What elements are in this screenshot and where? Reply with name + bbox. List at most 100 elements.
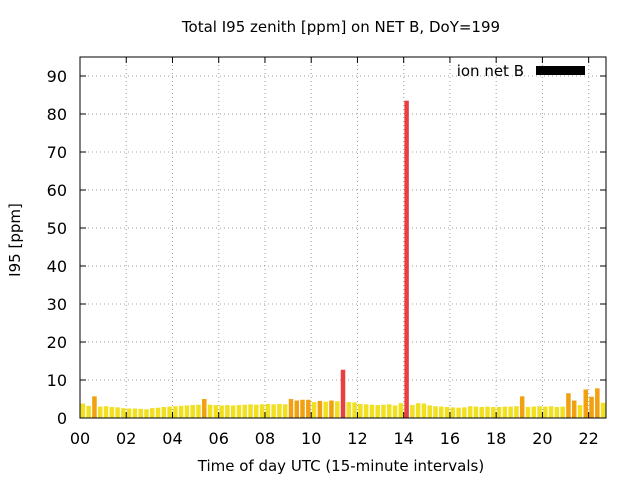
y-tick-label: 30	[47, 295, 67, 314]
x-tick-label: 16	[440, 429, 460, 448]
bar	[306, 399, 311, 418]
bars	[80, 100, 606, 418]
bar	[456, 407, 461, 418]
bar	[548, 406, 554, 418]
x-tick-label: 10	[301, 429, 321, 448]
bar	[404, 100, 409, 418]
bar	[369, 404, 375, 418]
bar	[288, 399, 294, 418]
bar	[138, 408, 143, 418]
bar	[554, 406, 560, 418]
bar	[485, 406, 490, 418]
bar	[230, 405, 236, 418]
bar	[439, 406, 444, 418]
bar	[190, 405, 195, 418]
bar	[254, 404, 259, 418]
bar	[225, 405, 230, 418]
bar	[352, 402, 357, 418]
x-tick-label: 08	[255, 429, 275, 448]
y-tick-label: 10	[47, 371, 67, 390]
bar	[358, 403, 363, 418]
bar	[583, 389, 589, 418]
x-tick-label: 14	[394, 429, 414, 448]
bar	[508, 406, 513, 418]
bar	[467, 406, 473, 418]
bar	[126, 408, 132, 418]
bar	[80, 403, 86, 418]
legend-label: ion net B	[457, 62, 524, 80]
bar	[600, 402, 606, 418]
x-tick-labels: 00 02 04 06 08 10 12 14 16 18 20 22	[70, 429, 599, 448]
bar	[560, 406, 565, 418]
bar	[427, 405, 432, 418]
bar	[196, 404, 201, 418]
bar	[398, 403, 404, 418]
plot-frame	[79, 56, 607, 419]
bar	[317, 400, 323, 418]
bar	[479, 406, 484, 418]
bar	[242, 404, 247, 418]
bar	[236, 405, 242, 418]
bar	[282, 404, 288, 418]
bar	[178, 405, 184, 418]
bar	[207, 404, 213, 418]
bar	[144, 409, 149, 418]
ticks	[79, 57, 606, 419]
bar	[491, 406, 496, 418]
bar	[323, 401, 328, 418]
y-tick-label: 0	[57, 409, 67, 428]
bar	[277, 403, 282, 418]
bar	[259, 404, 265, 418]
x-tick-label: 02	[116, 429, 136, 448]
bar	[381, 404, 386, 418]
bar	[525, 406, 531, 418]
bar	[150, 408, 155, 418]
x-tick-label: 04	[162, 429, 182, 448]
x-tick-label: 12	[347, 429, 367, 448]
bar	[537, 406, 542, 418]
x-tick-label: 06	[209, 429, 229, 448]
bar	[340, 369, 346, 418]
x-tick-label: 22	[578, 429, 598, 448]
bar	[161, 406, 167, 418]
bar	[577, 405, 583, 418]
legend-swatch	[536, 66, 585, 75]
bar	[265, 403, 271, 418]
bar	[173, 406, 178, 418]
bar	[415, 403, 421, 418]
bar	[450, 407, 456, 418]
bar	[132, 408, 138, 418]
bar	[421, 403, 427, 418]
y-tick-label: 70	[47, 143, 67, 162]
bar	[202, 399, 207, 418]
bar	[346, 402, 352, 418]
y-tick-label: 60	[47, 181, 67, 200]
bar	[167, 406, 172, 418]
bar	[433, 406, 438, 418]
bar	[543, 406, 548, 418]
bar	[103, 406, 109, 418]
y-axis-label: I95 [ppm]	[6, 203, 24, 277]
bar	[248, 404, 253, 418]
bar	[363, 404, 369, 418]
bar	[502, 406, 508, 418]
bar	[300, 399, 305, 418]
bar	[473, 406, 479, 418]
grid	[80, 57, 606, 418]
bar	[329, 400, 334, 418]
bar	[97, 406, 103, 418]
bar	[121, 408, 126, 418]
bar	[115, 407, 120, 418]
bar	[589, 396, 594, 418]
x-axis-label: Time of day UTC (15-minute intervals)	[197, 457, 484, 475]
bar	[213, 405, 219, 418]
y-tick-label: 80	[47, 105, 67, 124]
bar	[566, 393, 571, 418]
bar	[444, 406, 450, 418]
bar	[294, 400, 300, 418]
bar	[92, 396, 97, 418]
x-tick-label: 00	[70, 429, 90, 448]
bar	[86, 405, 91, 418]
bar	[514, 406, 519, 418]
